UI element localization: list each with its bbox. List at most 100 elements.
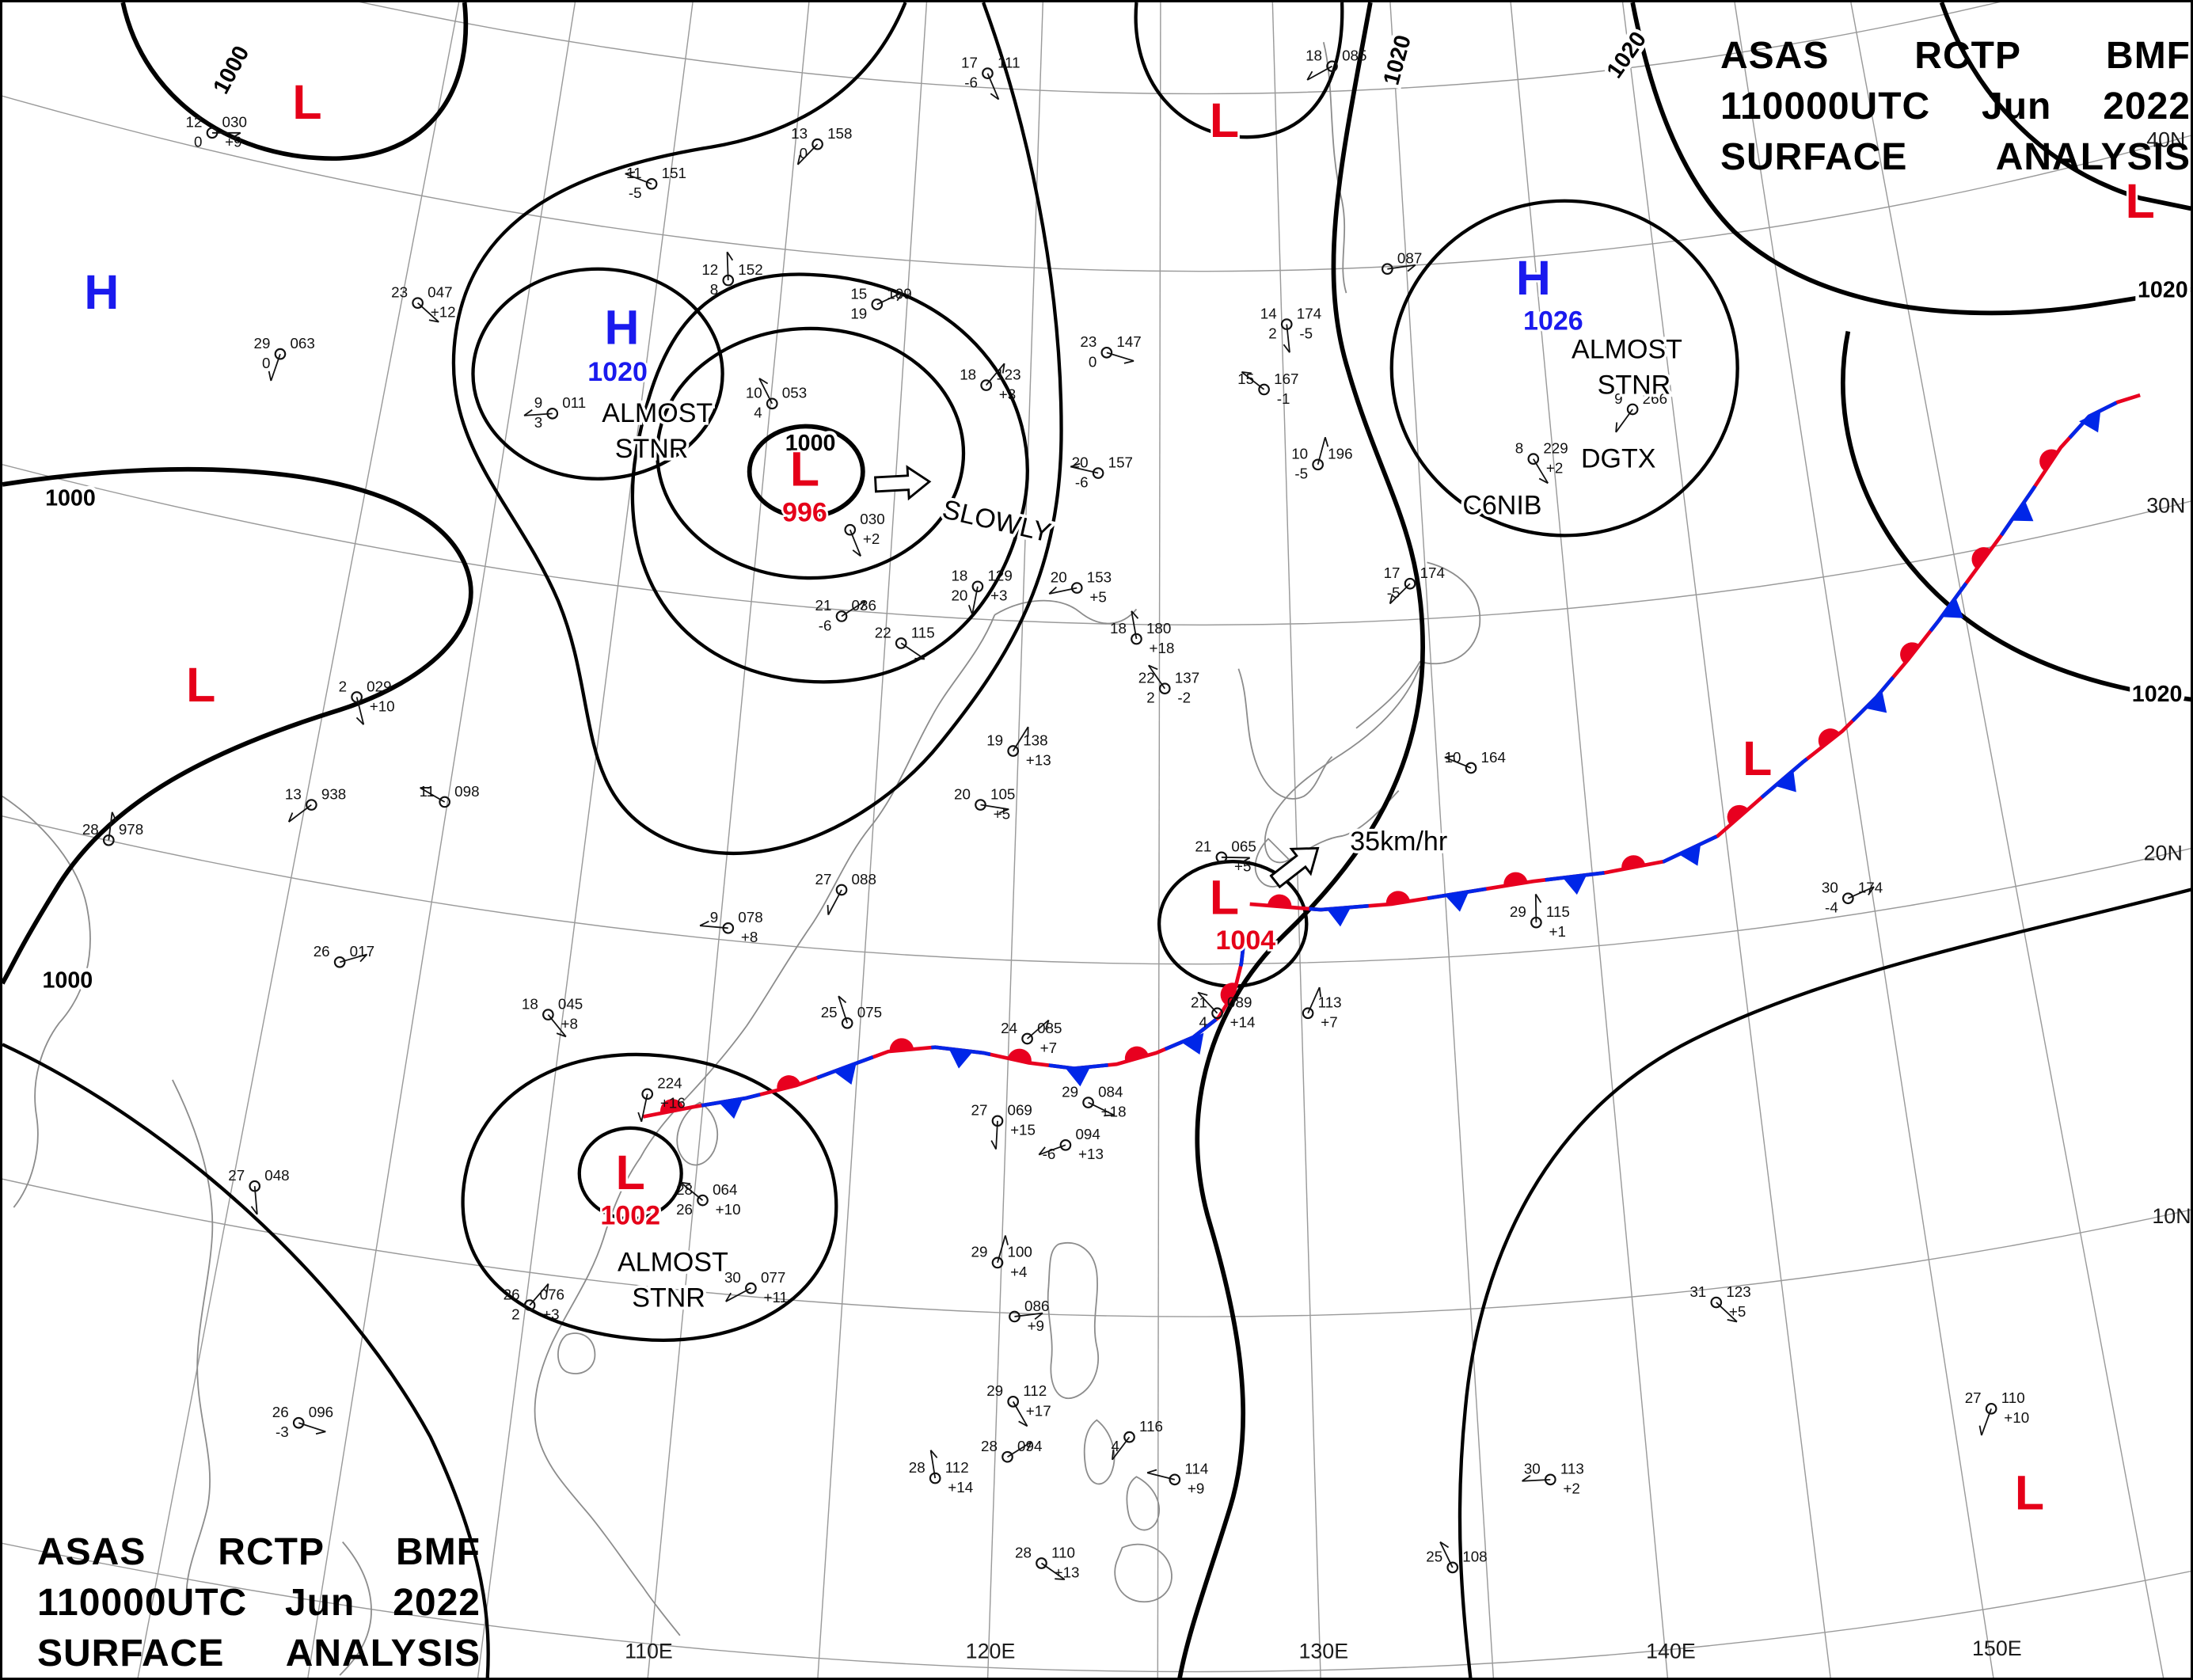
coastline: [557, 1332, 596, 1374]
station-circle-icon: [811, 138, 823, 150]
wind-barb-icon: [420, 787, 446, 803]
stn-text: +13: [1078, 1146, 1104, 1162]
stn-text: 123: [996, 366, 1020, 382]
stn-text: +13: [1026, 751, 1051, 768]
wind-barb-tick-icon: [1439, 1541, 1450, 1549]
wind-barb-tick-icon: [1131, 610, 1139, 619]
station-circle-icon: [929, 1472, 941, 1484]
wind-barb-icon: [529, 1283, 549, 1306]
station-plot: 26 096 -3: [272, 1404, 333, 1440]
stn-text: 0: [1089, 353, 1096, 370]
graticule-line: [2, 1542, 2191, 1673]
anno-text: DGTX: [1581, 443, 1656, 473]
stn-text: 18: [1306, 48, 1322, 64]
sysletter-text: L: [1743, 732, 1772, 785]
stn-text: +10: [2004, 1409, 2029, 1426]
stn-text: 084: [1098, 1083, 1123, 1100]
wind-barb-icon: [929, 1450, 937, 1479]
stn-text: 151: [662, 165, 686, 181]
station-plot: 094+13-6: [1038, 1126, 1104, 1162]
station-circle-icon: [274, 348, 287, 360]
cold-front-triangle-icon: [948, 1048, 973, 1069]
stn-text: -2: [1177, 690, 1191, 706]
station-circle-icon: [1258, 383, 1270, 396]
wind-barb-icon: [1307, 986, 1321, 1014]
stn-text: 153: [1087, 568, 1112, 585]
station-circle-icon: [1626, 403, 1639, 416]
wind-barb-tick-icon: [990, 1140, 997, 1150]
cold-front-triangle-icon: [2011, 500, 2034, 522]
station-circle-icon: [1312, 458, 1324, 471]
stn-text: 098: [454, 783, 479, 800]
wind-barb-tick-icon: [1318, 986, 1322, 998]
station-plot: 21 089 +14 4: [1191, 991, 1256, 1031]
wind-barb-icon: [1241, 371, 1265, 390]
anno-text: 35km/hr: [1350, 827, 1447, 857]
stn-text: -5: [629, 184, 642, 201]
wind-barb-tick-icon: [1001, 363, 1005, 374]
graticule-line: [1510, 2, 1669, 1678]
station-plot: 23 047 +12: [391, 284, 456, 323]
stn-text: 123: [1726, 1283, 1750, 1300]
station-plot: 17 174 -5: [1384, 564, 1445, 605]
wind-barb-icon: [725, 1287, 751, 1302]
wind-barb-tick-icon: [1522, 1474, 1531, 1482]
wind-barb-tick-icon: [1283, 344, 1290, 353]
wind-barb-icon: [1088, 1101, 1115, 1116]
anno-text: ALMOST: [618, 1248, 728, 1278]
stn-text: 14: [1260, 305, 1277, 321]
cold-front-triangle-icon: [1775, 770, 1796, 792]
isolabel-text: 1020: [2132, 682, 2183, 707]
cold-front-triangle-icon: [2079, 410, 2101, 433]
sysletter-text: L: [1210, 870, 1239, 924]
station-plot: 2 029 +10: [339, 678, 395, 725]
stn-text: 164: [1481, 749, 1506, 766]
stn-text: 047: [428, 284, 452, 301]
station-plot: 28 094: [981, 1438, 1042, 1463]
pressure-system-l: L: [1207, 92, 1241, 150]
graticule-line: [137, 2, 460, 1678]
wind-barb-tick-icon: [896, 291, 903, 302]
stn-text: 112: [945, 1459, 969, 1476]
station-circle-icon: [1158, 682, 1171, 695]
wind-barb-icon: [997, 1235, 1006, 1264]
stn-text: 25: [821, 1004, 838, 1021]
stn-text: +9: [1028, 1317, 1044, 1334]
warm-front-scallop-icon: [1385, 891, 1411, 905]
stn-text: 9: [1614, 390, 1622, 407]
stn-text: 27: [228, 1167, 245, 1184]
station-circle-icon: [1131, 633, 1142, 645]
wind-barb-icon: [640, 1093, 648, 1123]
station-plot: 13 938: [285, 785, 346, 823]
stn-text: 196: [1328, 446, 1352, 462]
title-block-top-right: ASAS RCTP BMF 110000UTC Jun 2022 SURFACE…: [1720, 31, 2191, 182]
sysletter-text: L: [292, 75, 321, 129]
stn-text: 180: [1146, 620, 1171, 637]
stn-text: 085: [1342, 48, 1366, 64]
station-plot: 31 123 +5: [1689, 1283, 1751, 1323]
station-plot: 15 167 -1: [1237, 371, 1298, 407]
warm-front-scallop-icon: [1124, 1046, 1149, 1062]
geolabel-text: 120E: [966, 1639, 1016, 1663]
station-plot: 23 147 0: [1080, 333, 1141, 370]
station-circle-icon: [1070, 582, 1083, 594]
stn-text: +18: [1101, 1103, 1127, 1119]
wind-barb-icon: [1317, 436, 1326, 466]
stn-text: 10: [1291, 446, 1308, 462]
stn-text: 167: [1274, 371, 1298, 387]
wind-barb-icon: [270, 353, 281, 382]
station-circle-icon: [841, 1017, 853, 1029]
cold-front-triangle-icon: [1864, 691, 1887, 713]
warm-front-scallop-icon: [2039, 449, 2058, 472]
wind-barb-icon: [841, 600, 866, 618]
isobar: [1157, 860, 1309, 988]
wind-barb-icon: [849, 529, 862, 557]
wind-barb-icon: [986, 73, 1000, 100]
wind-barb-icon: [1038, 1144, 1066, 1156]
chart-datetime: 110000UTC Jun 2022: [37, 1581, 481, 1624]
wind-barb-icon: [1221, 856, 1250, 859]
stn-text: +2: [863, 530, 880, 547]
wind-barb-tick-icon: [860, 600, 866, 610]
isobar: [120, 2, 469, 161]
station-circle-icon: [1001, 1450, 1013, 1463]
